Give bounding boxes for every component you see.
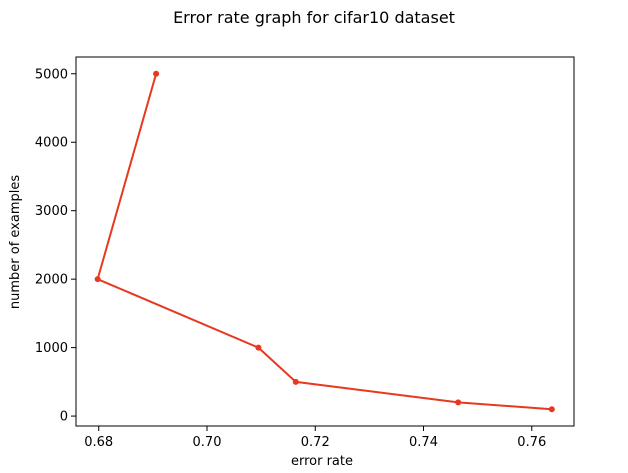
y-axis-label: number of examples — [8, 175, 23, 309]
x-axis-ticks: 0.68 0.70 0.72 0.74 0.76 — [84, 426, 546, 450]
data-point — [455, 399, 462, 406]
y-tick-label: 1000 — [35, 341, 68, 356]
x-axis-label: error rate — [291, 454, 353, 469]
data-point — [548, 406, 555, 413]
x-tick-label: 0.72 — [301, 435, 330, 450]
data-point — [292, 378, 299, 385]
x-tick-label: 0.76 — [517, 435, 546, 450]
data-point — [94, 276, 101, 283]
y-tick-label: 0 — [60, 410, 68, 425]
plot-area-frame — [75, 56, 575, 427]
x-tick-label: 0.74 — [409, 435, 438, 450]
y-tick-label: 4000 — [35, 136, 68, 151]
series-points — [94, 70, 555, 413]
x-tick-label: 0.68 — [84, 435, 113, 450]
data-point — [255, 344, 262, 351]
y-tick-label: 3000 — [35, 204, 68, 219]
series-line — [96, 73, 552, 411]
x-tick-label: 0.70 — [193, 435, 222, 450]
data-point — [153, 70, 160, 77]
chart-title: Error rate graph for cifar10 dataset — [173, 8, 455, 27]
y-axis-ticks: 0 1000 2000 3000 4000 5000 — [35, 67, 76, 425]
y-tick-label: 2000 — [35, 273, 68, 288]
y-tick-label: 5000 — [35, 67, 68, 82]
